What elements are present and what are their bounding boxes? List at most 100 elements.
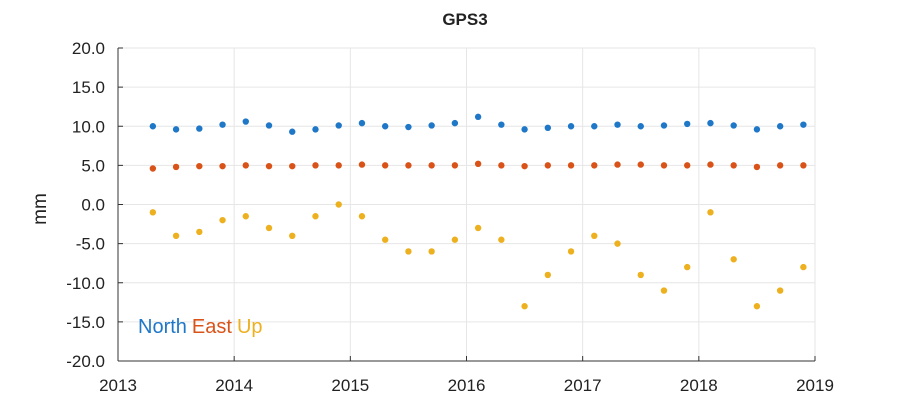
east-point xyxy=(637,161,644,168)
y-tick-label: 15.0 xyxy=(72,78,105,97)
series-north xyxy=(149,113,807,135)
east-point xyxy=(242,162,249,169)
up-point xyxy=(149,209,157,216)
north-point xyxy=(451,119,459,127)
east-point xyxy=(172,163,180,171)
up-point xyxy=(567,248,575,255)
up-point xyxy=(776,287,784,294)
east-point xyxy=(289,162,296,170)
north-point xyxy=(149,123,157,130)
up-point xyxy=(172,232,180,239)
up-point xyxy=(637,271,644,279)
east-point xyxy=(544,162,552,169)
north-point xyxy=(544,124,552,132)
north-point xyxy=(474,113,482,121)
east-point xyxy=(428,162,435,169)
x-tick-label: 2013 xyxy=(99,376,137,395)
up-point xyxy=(800,263,807,271)
y-tick-label: -20.0 xyxy=(66,352,105,371)
north-point xyxy=(196,125,203,132)
north-point xyxy=(358,119,366,127)
y-tick-label: -5.0 xyxy=(76,235,105,254)
east-point xyxy=(730,162,737,169)
up-point xyxy=(684,263,691,271)
east-point xyxy=(660,162,668,169)
x-tick-label: 2017 xyxy=(564,376,602,395)
east-point xyxy=(521,162,528,170)
up-point xyxy=(312,213,319,220)
up-point xyxy=(660,287,668,294)
up-point xyxy=(521,303,528,310)
east-point xyxy=(684,162,691,169)
north-point xyxy=(614,121,621,128)
y-tick-label: 20.0 xyxy=(72,39,105,58)
y-tick-label: -10.0 xyxy=(66,274,105,293)
up-point xyxy=(405,248,412,255)
up-point xyxy=(753,303,761,310)
east-point xyxy=(474,160,482,168)
x-tick-label: 2015 xyxy=(331,376,369,395)
east-point xyxy=(265,162,273,170)
east-point xyxy=(381,162,389,169)
up-point xyxy=(265,224,273,232)
east-point xyxy=(219,162,226,170)
north-point xyxy=(684,120,691,128)
north-point xyxy=(637,123,644,130)
y-axis-label: mm xyxy=(30,193,51,225)
y-tick-label: -15.0 xyxy=(66,313,105,332)
east-point xyxy=(405,162,412,169)
north-point xyxy=(381,123,389,130)
up-point xyxy=(707,209,714,216)
x-tick-label: 2014 xyxy=(215,376,253,395)
north-point xyxy=(289,128,296,135)
tick-labels: 20.0 15.0 10.0 5.0 0.0 -5.0 -10.0 -15.0 -20.0 201… xyxy=(66,39,834,395)
north-point xyxy=(498,121,505,128)
up-point xyxy=(381,236,389,243)
north-point xyxy=(521,126,528,133)
y-tick-label: 5.0 xyxy=(81,156,105,175)
data-points xyxy=(149,113,807,310)
north-point xyxy=(753,126,761,133)
north-point xyxy=(405,123,412,131)
series-up xyxy=(149,201,807,310)
up-point xyxy=(474,224,482,232)
y-tick-label: 10.0 xyxy=(72,117,105,136)
east-point xyxy=(149,165,157,172)
up-point xyxy=(544,271,552,279)
north-point xyxy=(800,121,807,128)
east-point xyxy=(614,161,621,168)
north-point xyxy=(591,123,598,130)
up-point xyxy=(428,248,435,255)
up-point xyxy=(219,216,226,224)
grid xyxy=(117,47,816,362)
north-point xyxy=(660,122,668,129)
east-point xyxy=(707,161,714,168)
east-point xyxy=(335,162,342,169)
up-point xyxy=(242,213,249,220)
east-point xyxy=(358,161,366,168)
east-point xyxy=(498,162,505,169)
north-point xyxy=(242,118,249,125)
east-point xyxy=(451,162,459,169)
east-point xyxy=(753,163,761,171)
east-point xyxy=(196,162,203,170)
chart-title: GPS3 xyxy=(442,10,487,29)
up-point xyxy=(614,240,621,247)
north-point xyxy=(567,123,575,130)
north-point xyxy=(776,123,784,130)
up-point xyxy=(451,236,459,243)
x-tick-label: 2019 xyxy=(796,376,834,395)
y-tick-label: 0.0 xyxy=(81,196,105,215)
east-point xyxy=(800,162,807,169)
up-point xyxy=(196,228,203,236)
series-east xyxy=(149,160,807,172)
north-point xyxy=(172,126,180,133)
up-point xyxy=(498,236,505,243)
up-point xyxy=(335,201,342,208)
up-point xyxy=(358,213,366,220)
east-point xyxy=(776,162,784,169)
up-point xyxy=(730,256,737,263)
up-point xyxy=(289,232,296,239)
north-point xyxy=(265,122,273,129)
